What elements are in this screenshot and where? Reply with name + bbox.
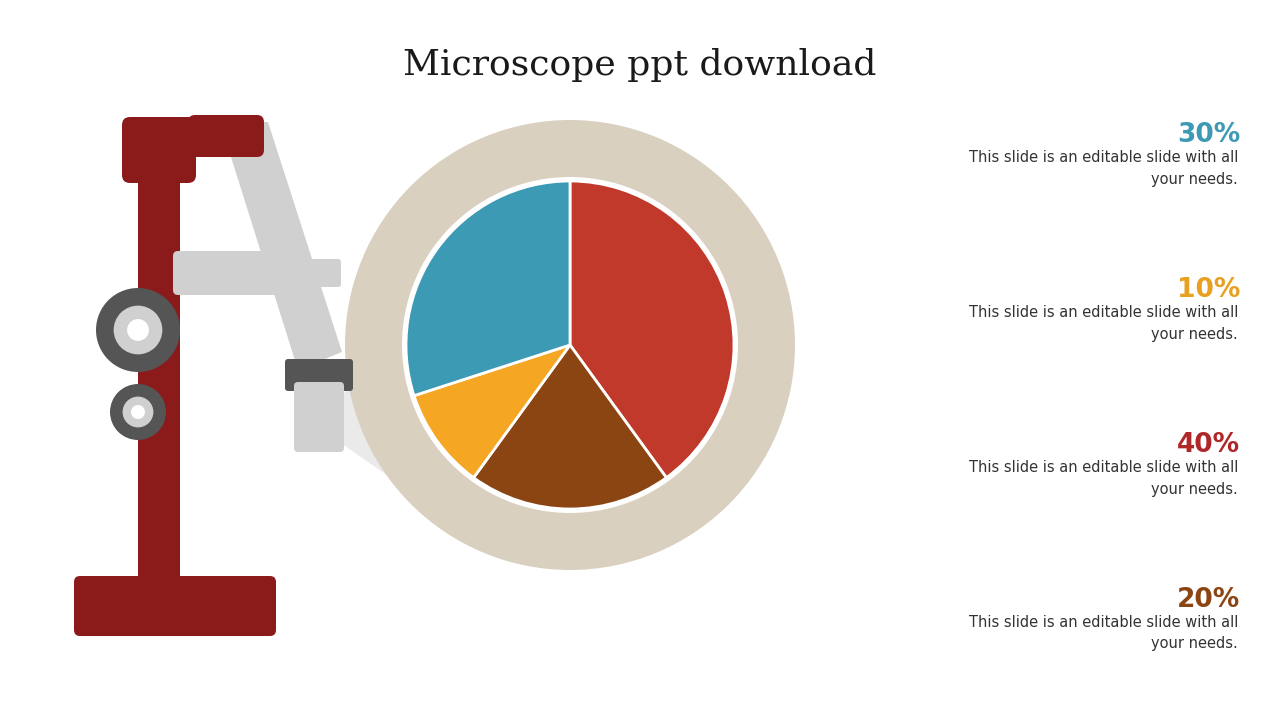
Circle shape: [402, 177, 739, 513]
Circle shape: [96, 288, 180, 372]
Polygon shape: [220, 122, 342, 370]
Wedge shape: [570, 181, 733, 477]
Circle shape: [110, 384, 166, 440]
Text: This slide is an editable slide with all
your needs.: This slide is an editable slide with all…: [969, 460, 1238, 497]
Wedge shape: [413, 345, 570, 477]
Text: 10%: 10%: [1176, 277, 1240, 303]
Wedge shape: [474, 345, 667, 509]
Text: 20%: 20%: [1176, 587, 1240, 613]
Text: This slide is an editable slide with all
your needs.: This slide is an editable slide with all…: [969, 305, 1238, 342]
Circle shape: [131, 405, 145, 419]
FancyBboxPatch shape: [294, 382, 344, 452]
Circle shape: [123, 397, 154, 428]
FancyBboxPatch shape: [188, 115, 264, 157]
FancyBboxPatch shape: [74, 576, 276, 636]
Text: This slide is an editable slide with all
your needs.: This slide is an editable slide with all…: [969, 615, 1238, 652]
FancyBboxPatch shape: [280, 259, 340, 287]
Text: 40%: 40%: [1176, 432, 1240, 458]
Polygon shape: [323, 155, 653, 545]
Circle shape: [127, 319, 148, 341]
Bar: [138, 155, 180, 585]
Wedge shape: [406, 181, 570, 396]
Circle shape: [114, 305, 163, 354]
Text: 30%: 30%: [1176, 122, 1240, 148]
FancyBboxPatch shape: [173, 251, 291, 295]
Text: This slide is an editable slide with all
your needs.: This slide is an editable slide with all…: [969, 150, 1238, 187]
Text: Microscope ppt download: Microscope ppt download: [403, 48, 877, 82]
FancyBboxPatch shape: [285, 359, 353, 391]
FancyBboxPatch shape: [122, 117, 196, 183]
Circle shape: [346, 120, 795, 570]
